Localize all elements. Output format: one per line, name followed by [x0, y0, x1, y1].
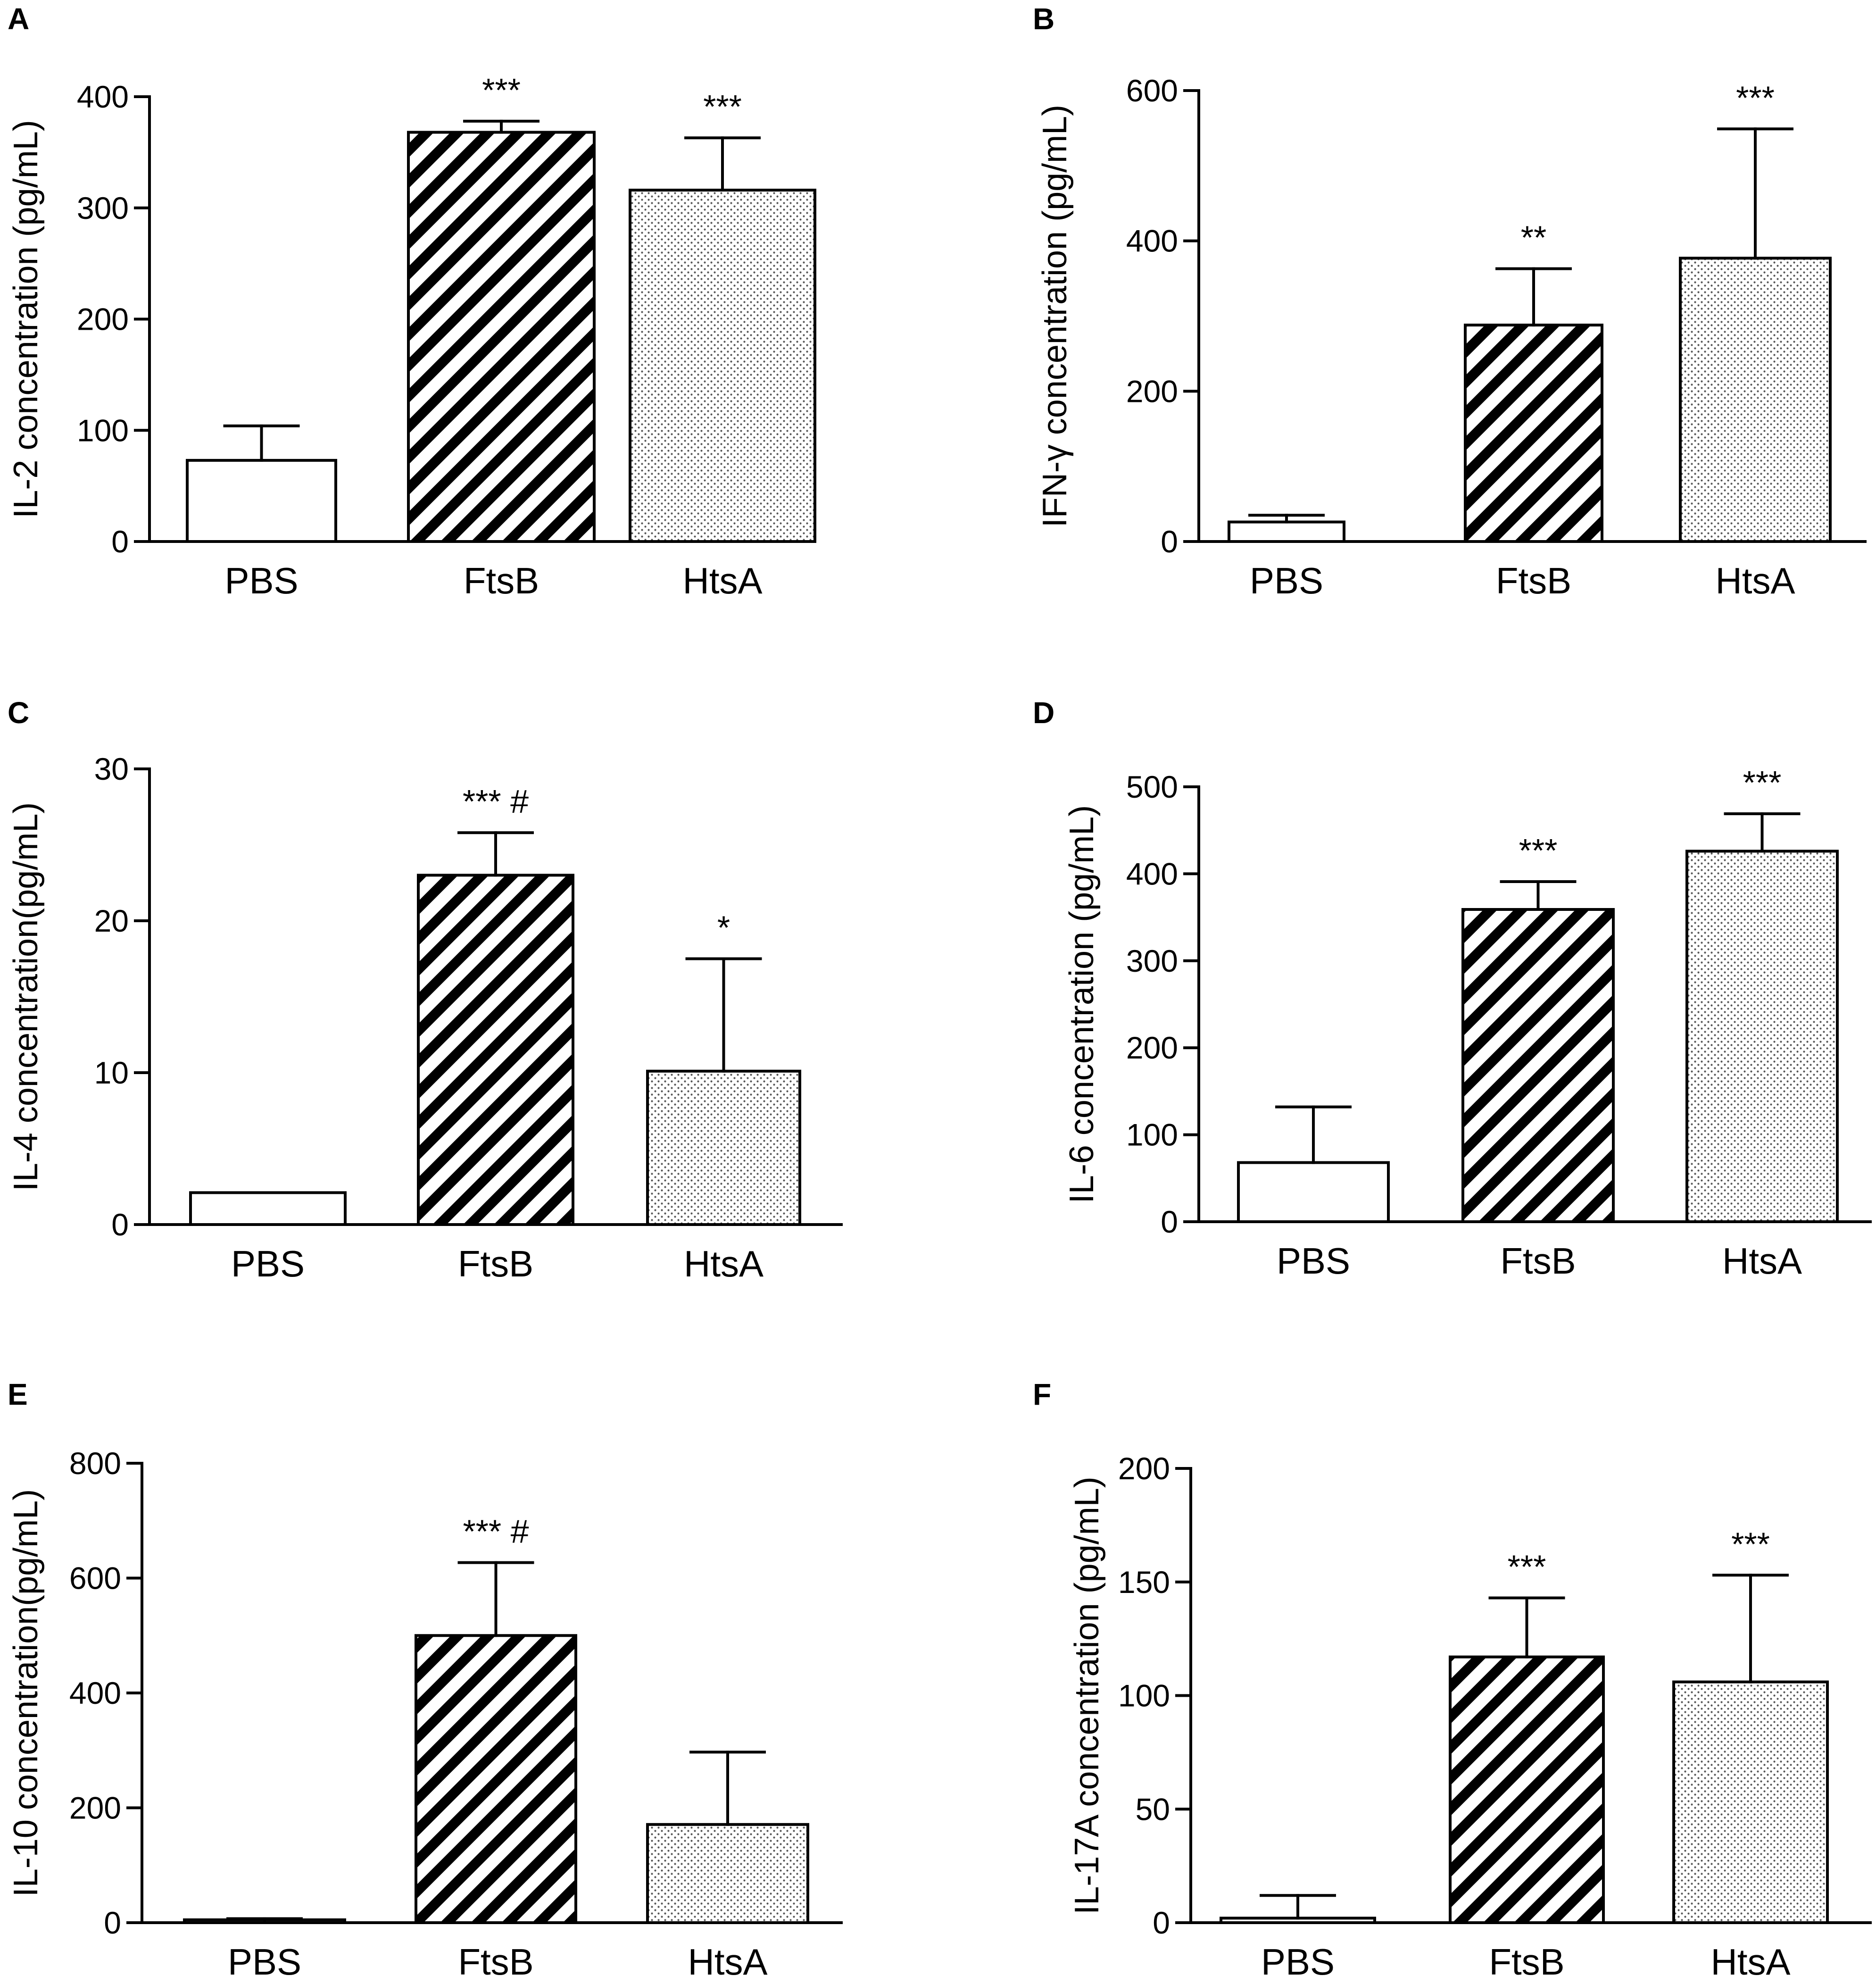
- x-tick-label: FtsB: [464, 560, 539, 601]
- x-tick-label: PBS: [224, 560, 298, 601]
- y-tick-label: 20: [94, 903, 129, 938]
- bar-ftsb: [1449, 1655, 1605, 1924]
- bar-ftsb: [417, 874, 574, 1226]
- y-axis-label: IL-17A concentration (pg/mL): [1068, 1476, 1106, 1915]
- x-tick-label: HtsA: [1715, 560, 1795, 601]
- y-tick-label: 200: [69, 1791, 121, 1826]
- x-tick-label: FtsB: [1500, 1240, 1576, 1282]
- y-tick-label: 500: [1126, 769, 1178, 804]
- y-axis-label: IFN-γ concentration (pg/mL): [1036, 105, 1074, 527]
- panel-letter: A: [8, 2, 29, 36]
- panel-b: B 0 200 400 600 IFN-γ concentration (pg/mL) PB…: [1033, 2, 1867, 601]
- y-tick-label: 0: [104, 1905, 121, 1940]
- y-tick-label: 600: [69, 1561, 121, 1596]
- bar-htsa: [629, 189, 816, 543]
- bar-pbs: [189, 1191, 347, 1226]
- panel-letter: F: [1033, 1377, 1051, 1411]
- bar-ftsb: [1461, 908, 1615, 1223]
- y-tick-label: 30: [94, 751, 129, 786]
- significance-label: *: [717, 909, 730, 946]
- x-tick-label: HtsA: [688, 1941, 767, 1983]
- x-tick-label: FtsB: [1496, 560, 1571, 601]
- y-axis-label: IL-4 concentration(pg/mL): [7, 802, 45, 1191]
- y-axis-label: IL-2 concentration (pg/mL): [7, 120, 45, 518]
- bar-htsa: [646, 1069, 801, 1226]
- significance-label: ***: [703, 88, 742, 125]
- y-tick-label: 0: [1161, 1204, 1178, 1239]
- y-tick-label: 300: [1126, 943, 1178, 978]
- bar-htsa: [646, 1823, 809, 1925]
- x-tick-label: PBS: [1261, 1941, 1335, 1983]
- y-tick-label: 0: [111, 524, 129, 559]
- y-tick-label: 300: [77, 191, 129, 225]
- bar-pbs: [186, 458, 337, 543]
- y-axis-label: IL-6 concentration (pg/mL): [1063, 805, 1101, 1203]
- panel-e: E 0 200 400 600 800 IL-10 concentration(pg/mL)…: [7, 1377, 843, 1983]
- y-tick-label: 150: [1118, 1565, 1170, 1600]
- y-tick-label: 100: [1126, 1117, 1178, 1152]
- y-tick-label: 400: [69, 1676, 121, 1710]
- y-tick-label: 0: [1161, 524, 1178, 559]
- bar-htsa: [1685, 850, 1839, 1224]
- x-tick-label: PBS: [228, 1941, 301, 1983]
- bar-htsa: [1672, 1680, 1829, 1925]
- y-tick-label: 200: [77, 302, 129, 337]
- panel-letter: D: [1033, 696, 1054, 730]
- significance-label: ***: [1731, 1526, 1770, 1562]
- x-tick-label: HtsA: [684, 1243, 764, 1284]
- y-axis-label: IL-10 concentration(pg/mL): [7, 1489, 45, 1897]
- y-tick-label: 200: [1126, 1030, 1178, 1065]
- x-tick-label: FtsB: [458, 1941, 533, 1983]
- x-tick-label: FtsB: [458, 1243, 533, 1284]
- y-tick-label: 0: [1153, 1905, 1170, 1940]
- y-tick-label: 100: [1118, 1678, 1170, 1713]
- y-tick-label: 50: [1136, 1792, 1170, 1826]
- y-tick-label: 200: [1126, 374, 1178, 408]
- bar-htsa: [1679, 257, 1832, 543]
- significance-label: *** #: [463, 1513, 529, 1550]
- x-tick-label: HtsA: [1710, 1941, 1790, 1983]
- x-tick-label: PBS: [1250, 560, 1323, 601]
- significance-label: *** #: [463, 783, 529, 820]
- significance-label: **: [1521, 219, 1546, 256]
- bar-pbs: [1228, 520, 1345, 543]
- significance-label: ***: [1508, 1548, 1546, 1585]
- panel-letter: E: [8, 1377, 28, 1411]
- bar-ftsb: [415, 1634, 577, 1924]
- panel-a: A 0 100 200 300 400 IL-2 concentration (pg/mL)…: [7, 2, 816, 601]
- x-tick-label: HtsA: [1722, 1240, 1802, 1282]
- x-tick-label: PBS: [231, 1243, 305, 1284]
- panel-letter: B: [1033, 2, 1054, 36]
- x-tick-label: HtsA: [682, 560, 762, 601]
- y-tick-label: 400: [1126, 856, 1178, 891]
- bar-ftsb: [1464, 324, 1603, 543]
- panel-d: D 0 100 200 300 400 500 IL-6 concentration (pg/…: [1033, 696, 1872, 1282]
- panel-letter: C: [8, 696, 29, 730]
- significance-label: ***: [1519, 832, 1558, 869]
- y-tick-label: 10: [94, 1055, 129, 1090]
- y-tick-label: 800: [69, 1446, 121, 1481]
- significance-label: ***: [482, 72, 521, 108]
- significance-label: ***: [1736, 79, 1775, 116]
- y-tick-label: 400: [77, 79, 129, 114]
- y-tick-label: 100: [77, 413, 129, 448]
- significance-label: ***: [1743, 764, 1782, 801]
- y-tick-label: 400: [1126, 224, 1178, 258]
- x-tick-label: PBS: [1277, 1240, 1350, 1282]
- panel-c: C 0 10 20 30 IL-4 concentration(pg/mL) PBS *** …: [7, 696, 843, 1284]
- y-tick-label: 0: [111, 1207, 129, 1242]
- bar-ftsb: [407, 131, 596, 543]
- x-tick-label: FtsB: [1489, 1941, 1564, 1983]
- bar-pbs: [1237, 1161, 1390, 1223]
- panel-f: F 0 50 100 150 200 IL-17A concentration (pg/mL…: [1033, 1377, 1872, 1983]
- y-tick-label: 200: [1118, 1451, 1170, 1486]
- y-tick-label: 600: [1126, 73, 1178, 108]
